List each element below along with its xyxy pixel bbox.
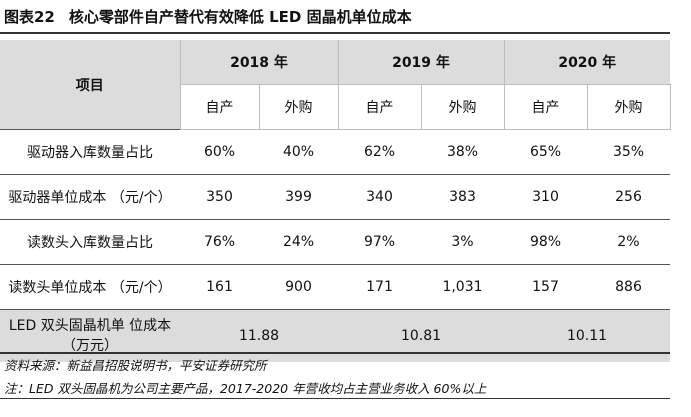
table-cell: 1,031 (421, 264, 504, 310)
header-sub: 外购 (586, 84, 671, 130)
header-year-2020: 2020 年 (503, 40, 670, 85)
table-cell: 35% (587, 129, 670, 175)
table-row: 读数头入库数量占比 76% 24% 97% 3% 98% 2% (0, 219, 670, 265)
table-cell: 399 (259, 174, 338, 220)
table-cell: 900 (259, 264, 338, 310)
header-year-2018: 2018 年 (180, 40, 338, 85)
header-item: 项目 (0, 40, 181, 130)
table-cell: 383 (421, 174, 504, 220)
header-sub: 外购 (420, 84, 505, 130)
header-row-source: 自产 外购 自产 外购 自产 外购 (0, 84, 671, 130)
end-rule (0, 398, 670, 399)
cost-table: 项目 2018 年 2019 年 2020 年 自产 外购 自产 外购 自产 外… (0, 40, 671, 362)
table-cell: 40% (259, 129, 338, 175)
table-cell: 98% (504, 219, 587, 265)
table-row: 驱动器入库数量占比 60% 40% 62% 38% 65% 35% (0, 129, 670, 175)
header-row-years: 项目 2018 年 2019 年 2020 年 (0, 40, 670, 130)
table-cell: 157 (504, 264, 587, 310)
table-cell: 340 (338, 174, 421, 220)
row-label: 读数头入库数量占比 (0, 219, 180, 265)
row-label: 驱动器入库数量占比 (0, 129, 180, 175)
table-cell: 62% (338, 129, 421, 175)
bottom-rule (0, 352, 670, 354)
table-cell: 60% (180, 129, 259, 175)
table-row: 驱动器单位成本 （元/个） 350 399 340 383 310 256 (0, 174, 670, 220)
table-cell: 38% (421, 129, 504, 175)
row-label: 驱动器单位成本 （元/个） (0, 174, 180, 220)
table-cell: 24% (259, 219, 338, 265)
figure-title: 图表22 核心零部件自产替代有效降低 LED 固晶机单位成本 (4, 4, 412, 30)
table-cell: 76% (180, 219, 259, 265)
footnote: 注：LED 双头固晶机为公司主要产品，2017-2020 年营收均占主营业务收入… (4, 381, 487, 396)
table-cell: 161 (180, 264, 259, 310)
total-value-2020: 10.11 (504, 309, 670, 362)
table-cell: 2% (587, 219, 670, 265)
header-year-2019: 2019 年 (337, 40, 504, 85)
table-cell: 3% (421, 219, 504, 265)
table-cell: 97% (338, 219, 421, 265)
total-value-2019: 10.81 (338, 309, 504, 362)
header-sub: 自产 (503, 84, 588, 130)
figure-title-text: 核心零部件自产替代有效降低 LED 固晶机单位成本 (68, 8, 412, 26)
table-cell: 886 (587, 264, 670, 310)
table-cell: 350 (180, 174, 259, 220)
figure-number: 图表22 (4, 8, 55, 26)
header-sub: 自产 (179, 84, 260, 130)
source-note: 资料来源：新益昌招股说明书，平安证券研究所 (4, 358, 267, 373)
header-sub: 外购 (258, 84, 339, 130)
table-cell: 171 (338, 264, 421, 310)
top-rule (0, 32, 670, 34)
table-row: 读数头单位成本 （元/个） 161 900 171 1,031 157 886 (0, 264, 670, 310)
row-label: 读数头单位成本 （元/个） (0, 264, 180, 310)
table-cell: 310 (504, 174, 587, 220)
table-cell: 256 (587, 174, 670, 220)
table-cell: 65% (504, 129, 587, 175)
header-sub: 自产 (337, 84, 422, 130)
